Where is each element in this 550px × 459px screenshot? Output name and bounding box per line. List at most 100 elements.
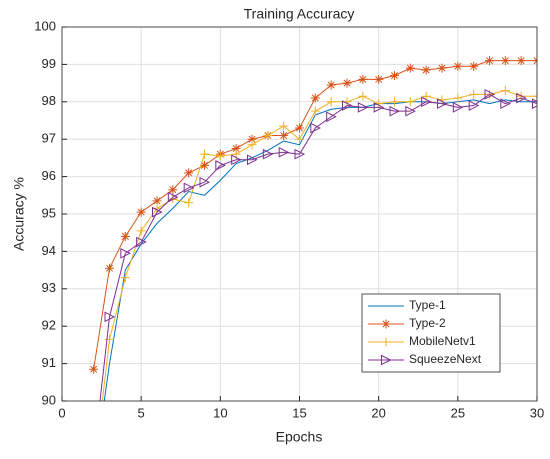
marker — [310, 106, 320, 116]
marker — [358, 74, 368, 84]
marker — [184, 168, 194, 178]
marker — [295, 134, 304, 144]
y-tick-label: 96 — [42, 168, 56, 183]
marker — [405, 105, 416, 117]
legend: Type-1 Type-2 MobileNetv1 SqueezeNext — [361, 293, 501, 373]
marker — [389, 105, 401, 117]
marker — [231, 154, 242, 166]
legend-label: SqueezeNext — [409, 352, 482, 366]
marker — [200, 149, 209, 159]
marker — [294, 148, 306, 160]
marker — [120, 247, 131, 259]
marker — [516, 92, 527, 104]
marker — [168, 185, 178, 195]
marker — [485, 56, 494, 66]
marker — [374, 74, 384, 84]
marker — [437, 98, 448, 109]
marker — [200, 160, 209, 170]
marker — [452, 102, 464, 113]
marker — [279, 121, 289, 131]
marker — [183, 182, 195, 194]
y-tick-label: 90 — [42, 392, 56, 407]
marker — [247, 134, 257, 144]
marker — [326, 111, 337, 123]
marker — [152, 196, 162, 206]
marker — [484, 89, 496, 100]
legend-label: Type-1 — [409, 298, 446, 312]
y-tick-label: 94 — [42, 243, 56, 258]
marker — [167, 191, 179, 203]
marker — [453, 93, 463, 103]
marker — [152, 206, 163, 218]
marker — [295, 123, 304, 133]
marker — [500, 56, 510, 66]
marker — [120, 231, 130, 241]
marker — [89, 364, 99, 374]
x-tick-label: 0 — [58, 405, 65, 420]
marker — [120, 273, 130, 283]
marker — [199, 176, 211, 188]
marker — [326, 97, 336, 107]
marker — [326, 80, 336, 90]
marker — [381, 337, 391, 347]
marker — [278, 146, 290, 158]
marker — [357, 102, 369, 113]
marker — [381, 319, 391, 329]
x-tick-label: 25 — [451, 405, 465, 420]
marker — [437, 63, 447, 73]
x-tick-label: 10 — [213, 405, 227, 420]
marker — [390, 97, 399, 107]
marker — [247, 140, 257, 150]
marker — [247, 154, 258, 166]
series-line — [99, 93, 537, 401]
marker — [358, 91, 368, 101]
marker — [136, 207, 146, 217]
legend-label: MobileNetv1 — [409, 334, 476, 348]
x-axis-label: Epochs — [276, 429, 323, 445]
marker — [421, 65, 431, 75]
marker — [279, 130, 289, 140]
marker — [500, 98, 511, 109]
marker — [405, 63, 415, 73]
marker — [421, 96, 432, 108]
y-tick-label: 100 — [34, 18, 56, 33]
marker — [262, 148, 274, 160]
marker — [500, 86, 510, 96]
y-tick-label: 95 — [42, 205, 56, 220]
marker — [105, 263, 114, 273]
y-tick-label: 98 — [42, 93, 56, 108]
marker — [468, 100, 480, 111]
marker — [453, 61, 463, 71]
marker — [136, 236, 147, 248]
marker — [381, 354, 392, 366]
marker — [532, 98, 537, 109]
marker — [215, 151, 225, 161]
y-axis-label: Accuracy % — [11, 177, 27, 251]
legend-label: Type-2 — [409, 316, 446, 330]
y-tick-label: 91 — [42, 355, 56, 370]
x-tick-label: 30 — [530, 405, 544, 420]
marker — [184, 198, 194, 208]
x-tick-label: 15 — [292, 405, 306, 420]
marker — [215, 160, 226, 171]
plot-lines — [89, 56, 537, 401]
marker — [104, 311, 116, 323]
marker — [310, 122, 321, 134]
marker — [263, 130, 273, 140]
marker — [373, 102, 385, 113]
x-tick-label: 5 — [138, 405, 145, 420]
y-tick-label: 93 — [42, 280, 56, 295]
marker — [136, 226, 146, 236]
chart-title: Training Accuracy — [244, 6, 355, 22]
marker — [469, 61, 479, 71]
marker — [469, 89, 479, 99]
marker — [231, 144, 241, 154]
ticks: 0 5 10 15 20 25 30 90 91 92 93 94 95 96 97 98 99 100 — [34, 18, 544, 420]
y-tick-label: 99 — [42, 56, 56, 71]
marker — [390, 71, 399, 81]
y-tick-label: 97 — [42, 131, 56, 146]
marker — [405, 97, 415, 107]
marker — [516, 56, 526, 66]
legend-box — [361, 293, 501, 373]
y-tick-label: 92 — [42, 318, 56, 333]
